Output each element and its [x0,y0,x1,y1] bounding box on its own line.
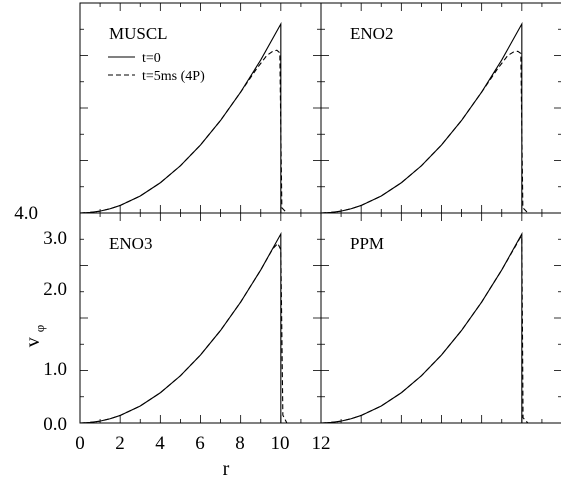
series-line-solid [79,21,321,214]
panel-label: ENO3 [109,234,152,253]
series-line-solid [320,21,561,214]
series-line-solid [79,231,321,424]
panel-eno3: ENO3 [79,212,322,424]
x-tick-label: 10 [271,433,290,454]
panel-label: ENO2 [350,24,393,43]
x-tick-label: 2 [115,433,125,454]
panel-eno2: ENO2 [320,2,561,214]
x-tick-label: 12 [312,433,331,454]
legend-label-solid: t=0 [142,51,161,66]
svg-text:v φ: v φ [22,325,47,348]
x-tick-label: 8 [235,433,245,454]
legend: t=0 t=5ms (4P) [108,51,205,84]
legend-label-dashed: t=5ms (4P) [142,69,205,84]
x-axis-title: r [223,458,230,480]
y-axis-title: v φ [22,325,47,348]
panel-label: PPM [350,234,384,253]
series-line-dashed [320,50,561,214]
x-tick-label: 6 [195,433,205,454]
x-tick-labels: 0 2 4 6 8 10 12 [75,433,330,454]
series-line-dashed [79,242,321,424]
x-tick-label: 0 [75,433,85,454]
y-axis-title-subscript: φ [32,325,47,333]
series-line-solid [320,231,561,424]
y-axis-title-main: v [22,337,44,347]
panel-muscl: MUSCL [79,2,322,214]
y-tick-labels: 4.0 3.0 2.0 1.0 0.0 [14,203,67,435]
y-tick-label: 1.0 [43,359,67,380]
y-tick-label: 2.0 [43,279,67,300]
panels: MUSCL ENO2 ENO3 PPM [79,2,561,424]
y-tick-label: 3.0 [43,228,67,249]
y-tick-label: 4.0 [14,203,38,224]
y-tick-label: 0.0 [43,414,67,435]
series-line-dashed [320,235,561,424]
panel-label: MUSCL [109,24,168,43]
x-tick-label: 4 [155,433,165,454]
panel-ppm: PPM [320,212,561,424]
